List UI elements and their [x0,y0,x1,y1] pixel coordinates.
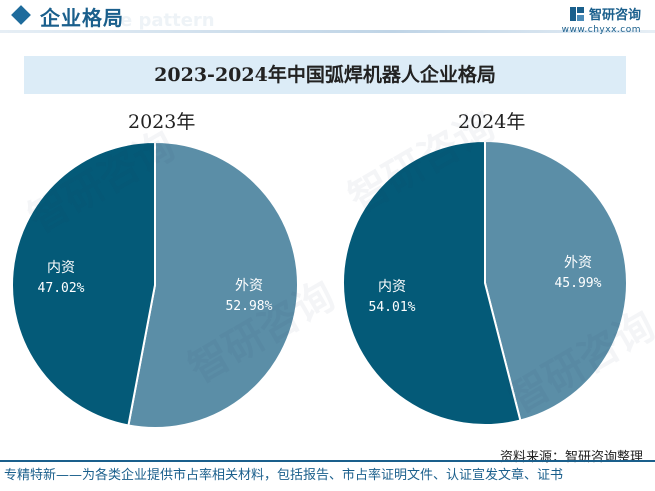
pie-title-2023: 2023年 [128,111,196,133]
pie-label-1-0: 外资 [564,255,592,271]
pie-label-0-1: 内资 [47,260,75,276]
chart-title-band: 2023-2024年中国弧焊机器人企业格局 [24,56,626,94]
page-title: 企业格局 [40,6,124,30]
pie-value-0-0: 52.98% [225,299,272,314]
pie-label-1-1: 内资 [378,279,406,295]
pie-value-1-0: 45.99% [554,276,601,291]
pie-title-2024: 2024年 [458,111,526,133]
pie-slice-0-0 [127,140,299,429]
header: e pattern 企业格局 [0,0,655,40]
footer-note: 专精特新——为各类企业提供市占率相关材料，包括报告、市占率证明文件、认证宣发文章… [4,468,564,483]
pie-value-1-1: 54.01% [369,300,416,315]
footer-divider [0,460,655,462]
brand-logo-icon [569,6,584,21]
brand-logo: 智研咨询 www.chyxx.com [562,4,641,35]
brand-name: 智研咨询 [588,8,641,23]
header-ghost-text: e pattern [120,10,215,31]
pie-slice-1-1 [342,139,522,426]
pie-slice-1-0 [484,139,628,422]
source-note: 资料来源：智研咨询整理 [499,450,643,465]
header-rule [0,30,655,33]
pie-label-0-0: 外资 [235,278,263,294]
brand-url: www.chyxx.com [561,25,641,35]
chart-title: 2023-2024年中国弧焊机器人企业格局 [154,64,496,86]
pie-slice-0-1 [11,140,156,427]
pie-value-0-1: 47.02% [38,281,85,296]
